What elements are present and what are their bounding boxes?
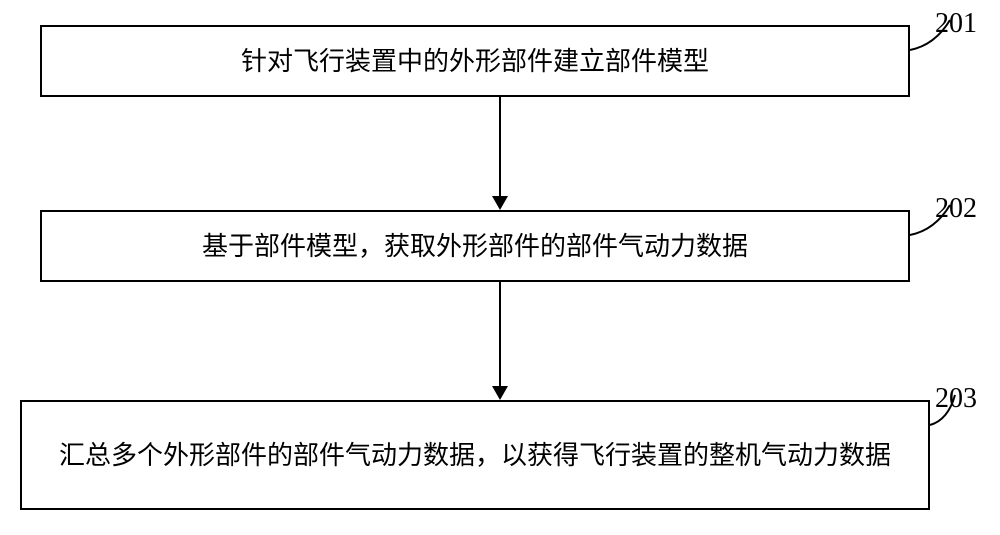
flow-node-201: 针对飞行装置中的外形部件建立部件模型 xyxy=(40,25,910,97)
flow-node-text: 汇总多个外形部件的部件气动力数据，以获得飞行装置的整机气动力数据 xyxy=(59,436,891,475)
flow-node-text: 针对飞行装置中的外形部件建立部件模型 xyxy=(241,42,709,81)
arrow-202-203 xyxy=(492,282,508,400)
flow-label-203: 203 xyxy=(935,383,977,415)
flow-node-text: 基于部件模型，获取外形部件的部件气动力数据 xyxy=(202,227,748,266)
flow-label-201: 201 xyxy=(935,8,977,40)
flowchart-canvas: 针对飞行装置中的外形部件建立部件模型 201 基于部件模型，获取外形部件的部件气… xyxy=(0,0,1000,535)
arrow-201-202 xyxy=(492,97,508,210)
flow-node-203: 汇总多个外形部件的部件气动力数据，以获得飞行装置的整机气动力数据 xyxy=(20,400,930,510)
flow-node-202: 基于部件模型，获取外形部件的部件气动力数据 xyxy=(40,210,910,282)
flow-label-202: 202 xyxy=(935,193,977,225)
